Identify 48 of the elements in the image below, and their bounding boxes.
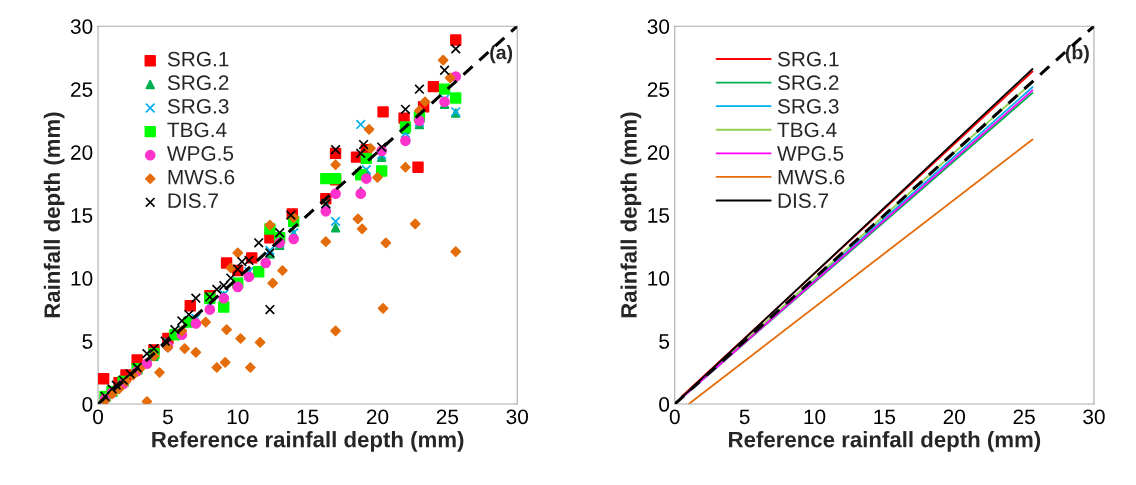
legend-label: TBG.4 [777,122,837,138]
x-tick-label: 5 [739,409,750,425]
legend-label: WPG.5 [166,146,234,161]
y-tick-label: 25 [647,82,670,97]
y-tick-label: 15 [648,208,670,223]
legend-label: MWS.6 [778,169,845,185]
x-tick-label: 5 [162,409,173,425]
x-tick-label: 25 [1013,409,1035,425]
legend-label: DIS.7 [778,193,829,209]
x-tick-label: 20 [366,409,389,425]
x-tick-label: 10 [804,409,826,425]
legend-label: SRG.1 [167,51,229,67]
y-tick-label: 30 [647,19,670,34]
y-tick-label: 0 [82,397,93,412]
y-tick-label: 30 [70,19,93,34]
y-tick-label: 25 [71,82,93,97]
y-tick-label: 15 [71,208,93,223]
x-tick-label: 30 [1083,409,1105,425]
legend-label: SRG.2 [777,75,839,91]
y-tick-label: 5 [82,334,93,349]
y-tick-label: 0 [659,397,670,412]
y-axis-title: Rainfall depth (mm) [620,112,642,318]
x-axis-title: Reference rainfall depth (mm) [729,431,1041,452]
legend-label: SRG.1 [777,51,839,67]
x-tick-label: 10 [227,409,249,425]
y-tick-label: 5 [659,334,670,349]
legend-label: SRG.3 [777,98,839,114]
legend-label: TBG.4 [167,122,227,138]
legend-label: SRG.3 [167,98,229,114]
x-tick-label: 25 [436,409,459,425]
x-tick-label: 0 [669,409,680,425]
y-axis-title: Rainfall depth (mm) [43,112,65,318]
x-tick-label: 0 [93,409,104,425]
annotation: (b) [1065,45,1089,64]
legend-label: WPG.5 [777,146,844,161]
y-tick-label: 10 [71,271,93,286]
x-tick-label: 30 [506,409,528,425]
y-tick-label: 10 [648,271,670,286]
annotation: (a) [490,45,513,64]
x-axis-title: Reference rainfall depth (mm) [152,431,464,452]
x-tick-label: 15 [297,409,319,425]
legend-label: SRG.2 [167,75,229,91]
legend-label: DIS.7 [168,193,218,209]
x-tick-label: 20 [943,409,966,425]
y-tick-label: 20 [71,145,93,160]
y-tick-label: 20 [647,145,670,160]
x-tick-label: 15 [874,409,896,425]
legend-label: MWS.6 [168,169,235,185]
